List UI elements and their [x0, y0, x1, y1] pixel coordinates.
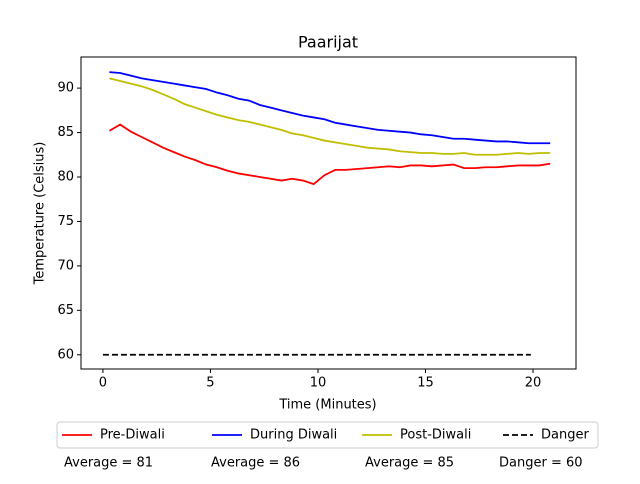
y-axis-label: Temperature (Celsius) [33, 142, 48, 286]
legend-box [56, 421, 599, 449]
annotation: Average = 85 [365, 456, 454, 471]
x-tick-label: 5 [206, 376, 214, 391]
x-tick-label: 10 [310, 376, 327, 391]
y-tick-label: 90 [57, 81, 74, 96]
y-tick-label: 65 [57, 303, 74, 318]
chart-title: Paarijat [298, 33, 358, 52]
legend-label: Pre-Diwali [100, 428, 165, 443]
x-tick-label: 0 [99, 376, 107, 391]
series-line [108, 123, 551, 186]
series-line [109, 71, 551, 145]
y-tick-label: 70 [57, 258, 74, 273]
y-tick-label: 75 [57, 214, 74, 229]
x-tick-label: 20 [525, 376, 542, 391]
legend-label: During Diwali [250, 428, 337, 443]
series-line [109, 77, 551, 156]
y-tick-label: 60 [57, 347, 74, 362]
legend-label: Post-Diwali [400, 428, 471, 443]
x-tick-label: 15 [417, 376, 434, 391]
plot-frame [80, 56, 577, 370]
y-tick-label: 85 [57, 125, 74, 140]
annotation: Average = 86 [211, 456, 300, 471]
annotation: Average = 81 [64, 456, 153, 471]
annotation: Danger = 60 [499, 456, 583, 471]
legend-label: Danger [541, 428, 589, 443]
x-axis-label: Time (Minutes) [278, 398, 376, 413]
y-tick-label: 80 [57, 170, 74, 185]
